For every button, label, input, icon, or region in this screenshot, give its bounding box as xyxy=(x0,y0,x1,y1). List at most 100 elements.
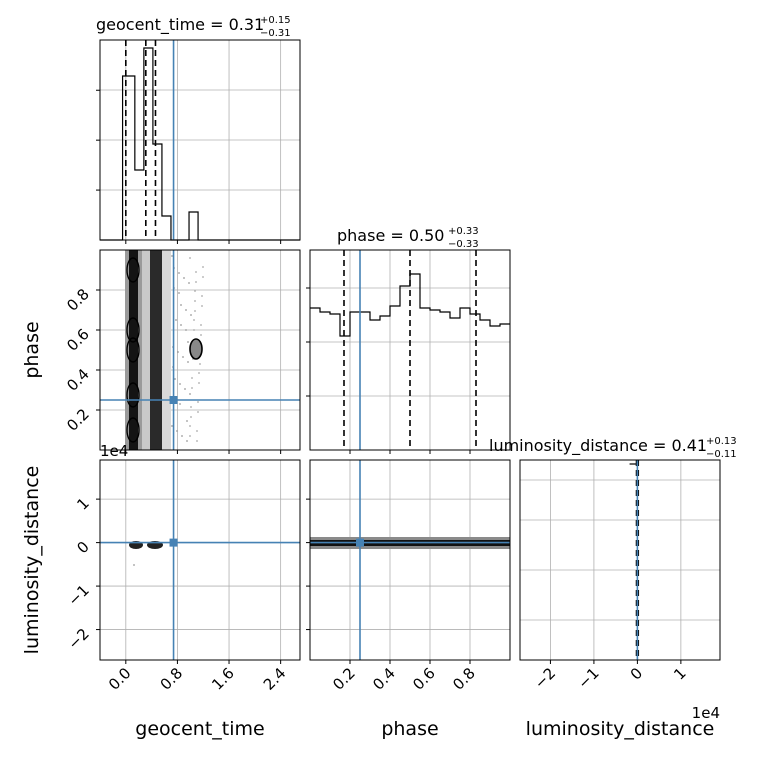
sample-point xyxy=(201,305,203,307)
sample-point xyxy=(186,420,188,422)
sample-point xyxy=(182,356,184,358)
histogram-step xyxy=(100,47,300,241)
sample-point xyxy=(171,255,173,257)
sample-point xyxy=(184,388,186,390)
sample-point xyxy=(180,324,182,326)
title-luminosity-distance: luminosity_distance = 0.41 xyxy=(489,436,707,456)
y-tick-label: 0 xyxy=(73,538,92,557)
y-tick-label: 0.6 xyxy=(63,325,93,355)
x-tick-label: 0.8 xyxy=(449,664,479,694)
sample-point xyxy=(195,271,197,273)
panel-frame xyxy=(309,459,511,661)
x-tick-label: 0.8 xyxy=(157,664,187,694)
sample-point xyxy=(194,310,196,312)
sample-point xyxy=(180,304,182,306)
title-geocent-time: geocent_time = 0.31 xyxy=(96,15,264,35)
sample-point xyxy=(191,377,193,379)
sample-point xyxy=(196,440,198,442)
contour xyxy=(126,317,140,343)
truth-marker xyxy=(169,538,178,547)
sample-point xyxy=(186,440,188,442)
sample-point xyxy=(175,319,177,321)
sample-point xyxy=(188,282,190,284)
title-luminosity-distance-plus: +0.13 xyxy=(706,436,737,447)
title-phase-minus: −0.33 xyxy=(448,239,479,250)
sample-point xyxy=(202,266,204,268)
contour xyxy=(126,382,140,408)
sample-point xyxy=(191,387,193,389)
title-geocent-time-plus: +0.15 xyxy=(260,15,291,26)
density-band xyxy=(150,250,162,450)
y-tick-label: 0.2 xyxy=(63,405,93,435)
x-axis-label-luminosity-distance: luminosity_distance xyxy=(526,718,715,740)
sample-point xyxy=(185,329,187,331)
sample-point xyxy=(202,276,204,278)
sample-point xyxy=(189,435,191,437)
sample-point xyxy=(194,290,196,292)
x-tick-label: 2.4 xyxy=(260,664,290,694)
sample-point xyxy=(190,406,192,408)
x-tick-label: 1 xyxy=(670,664,689,683)
sample-point xyxy=(176,430,178,432)
sample-point xyxy=(196,430,198,432)
sample-point xyxy=(200,324,202,326)
sample-point xyxy=(189,393,191,395)
sample-point xyxy=(190,314,192,316)
sample-point xyxy=(197,411,199,413)
sample-point xyxy=(195,281,197,283)
sample-point xyxy=(198,372,200,374)
x-axis-label-geocent-time: geocent_time xyxy=(135,718,264,740)
sample-point xyxy=(179,403,181,405)
sample-point xyxy=(190,416,192,418)
sample-point xyxy=(177,351,179,353)
sample-point xyxy=(194,300,196,302)
sample-point xyxy=(199,363,201,365)
truth-marker xyxy=(356,538,364,547)
contour xyxy=(126,337,140,363)
y-tick-label: 1 xyxy=(73,494,92,513)
offset-label-y: 1e4 xyxy=(100,442,128,460)
panel-phase-histogram: phase = 0.50 +0.33 −0.33 xyxy=(306,226,511,454)
title-luminosity-distance-minus: −0.11 xyxy=(706,449,737,460)
panel-phase-vs-geocent-time: 0.2 0.4 0.6 0.8 xyxy=(63,249,301,454)
truth-marker xyxy=(169,396,178,404)
sample-point xyxy=(181,435,183,437)
sample-point xyxy=(178,292,180,294)
sample-point xyxy=(189,425,191,427)
panel-frame xyxy=(519,459,721,661)
panel-frame xyxy=(309,249,511,451)
panel-frame xyxy=(99,459,301,661)
panel-luminosity-distance-vs-geocent-time: 0.0 0.8 1.6 2.4 −2 −1 0 1 1e4 xyxy=(64,442,301,694)
x-tick-label: 0.6 xyxy=(409,664,439,694)
panel-geocent-time-histogram: geocent_time = 0.31 +0.15 −0.31 xyxy=(96,15,301,244)
y-axis-label-phase: phase xyxy=(21,321,43,378)
x-tick-label: 0.4 xyxy=(369,664,399,694)
panel-frame xyxy=(99,249,301,451)
offset-label-x: 1e4 xyxy=(692,704,720,722)
sample-point xyxy=(179,383,181,385)
sample-point xyxy=(183,277,185,279)
contour-island xyxy=(189,338,203,360)
sample-point xyxy=(198,382,200,384)
x-tick-label: 0.2 xyxy=(329,664,359,694)
sample-point xyxy=(200,334,202,336)
sample-point xyxy=(178,272,180,274)
sample-point xyxy=(197,401,199,403)
x-tick-label: 0 xyxy=(627,664,646,683)
contour xyxy=(126,257,140,283)
panel-luminosity-distance-vs-phase: 0.2 0.4 0.6 0.8 xyxy=(306,459,511,694)
y-tick-label: 0.4 xyxy=(63,365,93,395)
y-axis-label-luminosity-distance: luminosity_distance xyxy=(21,466,43,655)
sample-point xyxy=(185,309,187,311)
contour xyxy=(126,417,140,443)
density-band xyxy=(142,250,150,450)
x-tick-label: −2 xyxy=(531,664,559,692)
x-tick-label: 0.0 xyxy=(105,664,135,694)
density-band xyxy=(162,250,171,450)
title-phase-plus: +0.33 xyxy=(448,226,479,237)
y-tick-label: −2 xyxy=(64,625,92,653)
sample-point xyxy=(201,295,203,297)
y-tick-label: −1 xyxy=(64,581,92,609)
sample-point xyxy=(133,564,135,566)
